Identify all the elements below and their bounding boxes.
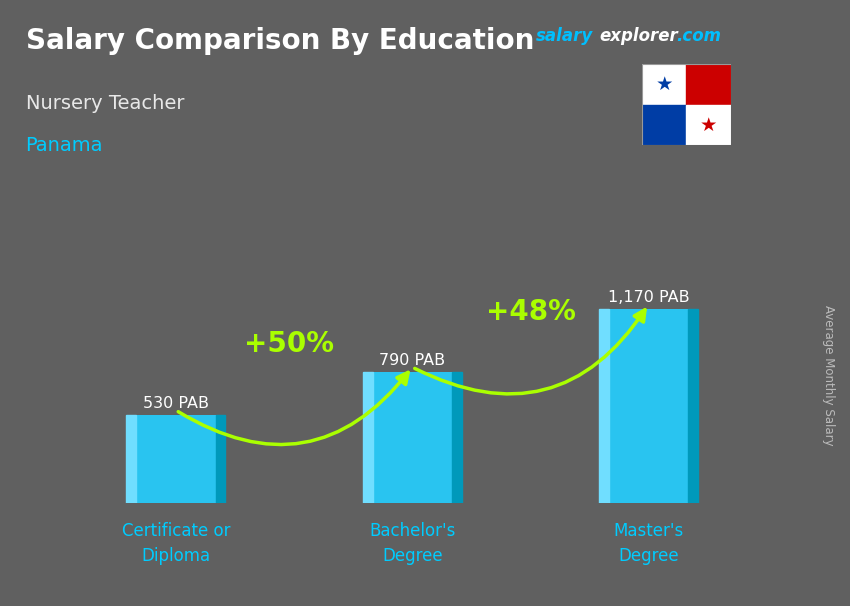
Text: 790 PAB: 790 PAB: [379, 353, 445, 368]
Bar: [126, 415, 136, 503]
Text: Average Monthly Salary: Average Monthly Salary: [822, 305, 836, 446]
Bar: [126, 415, 225, 503]
Text: +48%: +48%: [485, 299, 575, 327]
Bar: [688, 309, 699, 503]
Text: 530 PAB: 530 PAB: [143, 396, 209, 411]
Text: salary: salary: [536, 27, 592, 45]
Bar: [642, 64, 686, 104]
Bar: [363, 372, 462, 503]
Bar: [686, 64, 731, 104]
Bar: [599, 309, 609, 503]
Text: Panama: Panama: [26, 136, 103, 155]
Text: ★: ★: [700, 116, 717, 135]
Text: 1,170 PAB: 1,170 PAB: [608, 290, 689, 305]
Bar: [599, 309, 699, 503]
Text: ★: ★: [655, 75, 673, 93]
Bar: [642, 104, 686, 145]
Bar: [452, 372, 462, 503]
Bar: [363, 372, 372, 503]
Bar: [686, 104, 731, 145]
Text: Nursery Teacher: Nursery Teacher: [26, 94, 184, 113]
Text: explorer: explorer: [599, 27, 678, 45]
Text: .com: .com: [676, 27, 721, 45]
Bar: [216, 415, 225, 503]
Text: Salary Comparison By Education: Salary Comparison By Education: [26, 27, 534, 55]
Text: +50%: +50%: [244, 330, 334, 358]
